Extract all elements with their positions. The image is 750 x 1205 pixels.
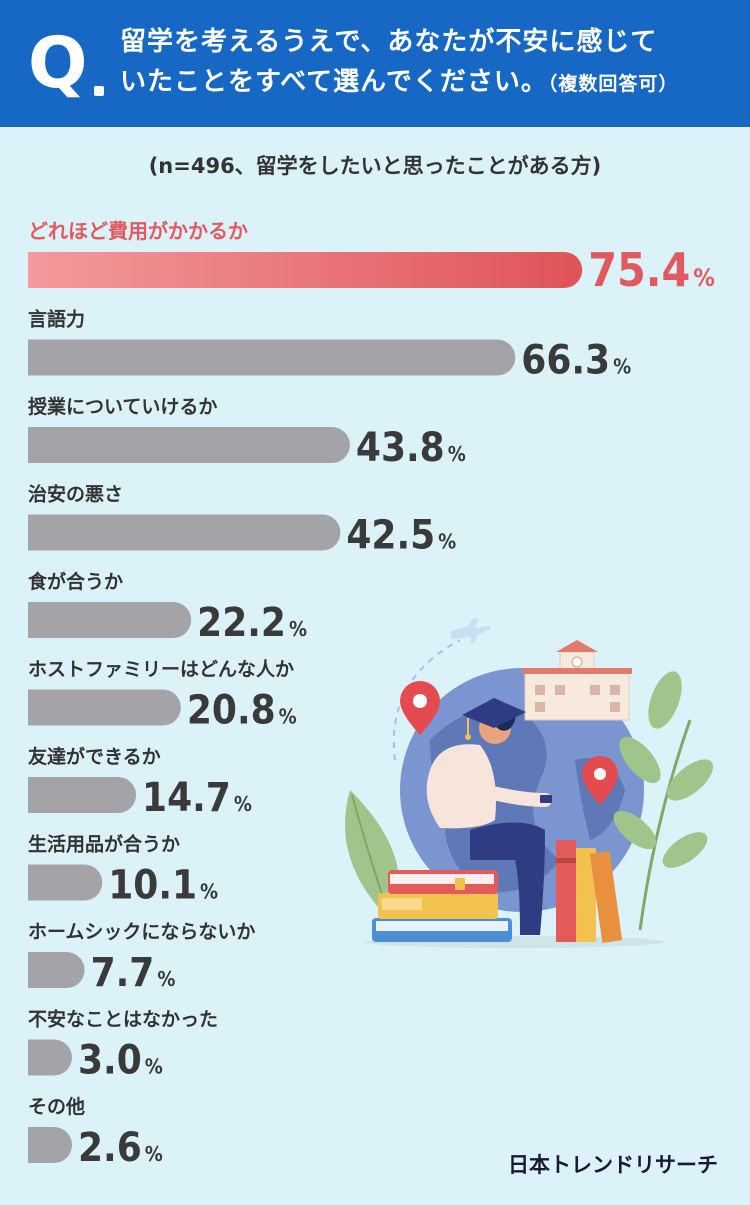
bar <box>28 514 341 551</box>
question-text: 留学を考えるうえで、あなたが不安に感じて いたことをすべて選んでください。（複数… <box>120 22 720 104</box>
value-label: 10.1% <box>108 863 218 909</box>
book-upright-3 <box>589 851 623 943</box>
value-label: 42.5% <box>346 513 456 559</box>
phone-icon <box>540 795 552 803</box>
category-label: ホームシックにならないか <box>28 921 255 943</box>
bar <box>28 1039 72 1076</box>
study-abroad-illustration <box>345 618 714 948</box>
leaf-left <box>345 790 399 920</box>
category-label: 食が合うか <box>28 570 123 593</box>
bar <box>28 252 583 288</box>
category-label: 治安の悪さ <box>28 483 123 506</box>
value-label: 43.8% <box>356 425 466 471</box>
graduation-cap-icon <box>462 698 526 728</box>
question-line-2: いたことをすべて選んでください。（複数回答可） <box>120 62 720 104</box>
category-label: 不安なことはなかった <box>28 1008 218 1031</box>
value-label: 7.7% <box>91 950 176 996</box>
category-label: ホストファミリーはどんな人か <box>28 659 294 681</box>
question-header: Q 留学を考えるうえで、あなたが不安に感じて いたことをすべて選んでください。（… <box>0 0 750 127</box>
q-mark: Q <box>28 22 88 104</box>
category-label: どれほど費用がかかるか <box>28 219 248 243</box>
bar <box>28 339 516 376</box>
bar <box>28 952 85 988</box>
category-label: 生活用品が合うか <box>28 833 180 856</box>
leaf-right-4 <box>613 810 657 850</box>
value-label: 75.4% <box>588 243 715 297</box>
sample-note: (n=496、留学をしたいと思ったことがある方) <box>148 154 602 178</box>
value-label: 66.3% <box>521 338 631 384</box>
bar <box>28 864 103 901</box>
q-dot <box>94 86 104 96</box>
school-building <box>524 671 630 721</box>
leaf-right-1 <box>648 671 682 729</box>
value-label: 2.6% <box>78 1125 163 1171</box>
value-label: 3.0% <box>78 1038 163 1084</box>
leaf-right-5 <box>662 832 708 868</box>
category-label: 友達ができるか <box>28 745 161 768</box>
value-label: 14.7% <box>142 775 252 821</box>
person-body <box>426 744 496 829</box>
value-label: 22.2% <box>197 600 307 646</box>
leaf-right-2 <box>619 736 661 784</box>
category-label: 言語力 <box>28 308 85 331</box>
question-line-1: 留学を考えるうえで、あなたが不安に感じて <box>120 27 658 57</box>
value-label: 20.8% <box>187 688 297 734</box>
category-label: 授業についていけるか <box>28 395 217 418</box>
question-line-2-main: いたことをすべて選んでください。 <box>120 67 548 97</box>
leaf-right-3 <box>666 759 714 801</box>
school-clock <box>571 656 583 668</box>
school-roof-band <box>522 668 632 674</box>
person-legs <box>470 822 545 935</box>
book-upright-2 <box>576 848 596 942</box>
school-roof <box>556 640 598 652</box>
bar <box>28 427 350 463</box>
bar <box>28 777 137 813</box>
category-label: その他 <box>28 1095 85 1118</box>
question-note: （複数回答可） <box>547 73 679 95</box>
bar <box>28 1127 72 1163</box>
bar <box>28 602 192 638</box>
book-upright-1 <box>556 840 576 942</box>
brand-logo: 日本トレンドリサーチ <box>508 1153 718 1177</box>
bar <box>28 689 181 726</box>
leaf-right-stem <box>638 719 692 931</box>
plane-icon <box>450 618 491 644</box>
map-pin-icon-2 <box>582 756 618 805</box>
